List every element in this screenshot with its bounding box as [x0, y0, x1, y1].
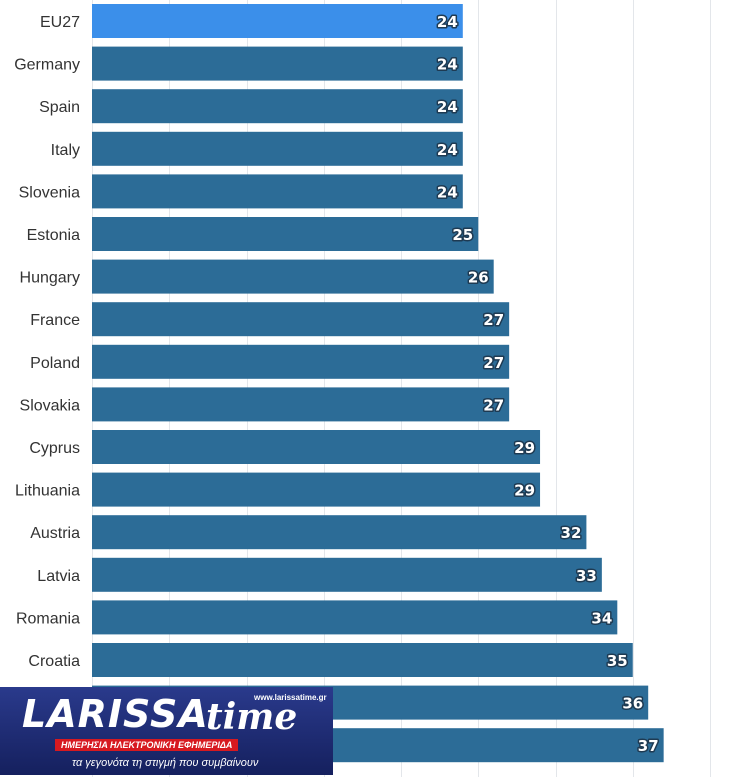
value-labels: 24 24 24 24 24 25 26 27 27 27 29 29 32 33 34 35 36 37	[435, 12, 660, 757]
value-label: 27	[483, 396, 504, 414]
value-label: 32	[561, 524, 582, 542]
logo-name-suffix: time	[206, 696, 298, 738]
category-label: Austria	[30, 525, 80, 542]
category-label: France	[30, 312, 80, 329]
logo-name: LARISSA	[22, 692, 209, 736]
bar	[92, 259, 494, 294]
bar	[92, 131, 463, 166]
bar	[92, 344, 510, 379]
bar	[92, 89, 463, 124]
bar	[92, 174, 463, 209]
value-label: 24	[437, 141, 458, 159]
category-labels: EU27 Germany Spain Italy Slovenia Estonia Hung…	[14, 14, 80, 670]
category-label: Slovenia	[19, 184, 80, 201]
bar	[92, 46, 463, 81]
value-label: 24	[437, 56, 458, 74]
category-label: EU27	[40, 14, 80, 31]
bar	[92, 387, 510, 422]
value-label: 29	[514, 439, 535, 457]
value-label: 35	[607, 652, 628, 670]
logo-strap: ΗΜΕΡΗΣΙΑ ΗΛΕΚΤΡΟΝΙΚΗ ΕΦΗΜΕΡΙΔΑ	[55, 739, 239, 751]
bar	[92, 600, 618, 635]
bar	[92, 4, 463, 38]
category-label: Spain	[39, 99, 80, 116]
category-label: Estonia	[27, 227, 80, 244]
bar	[92, 217, 479, 251]
value-label: 36	[622, 695, 643, 713]
category-label: Romania	[16, 610, 80, 627]
bar	[92, 430, 541, 464]
value-label: 33	[576, 567, 597, 585]
category-label: Italy	[51, 142, 80, 159]
category-label: Slovakia	[20, 397, 81, 414]
category-label: Hungary	[20, 270, 80, 287]
category-label: Germany	[14, 57, 80, 74]
value-label: 27	[483, 311, 504, 329]
bar	[92, 515, 587, 550]
category-label: Lithuania	[15, 483, 80, 500]
larissatime-logo: LARISSA time www.larissatime.gr ΗΜΕΡΗΣΙΑ…	[0, 687, 333, 775]
value-label: 37	[638, 737, 659, 755]
bars	[92, 4, 664, 763]
category-label: Poland	[30, 355, 80, 372]
category-label: Latvia	[37, 568, 80, 585]
bar	[92, 472, 541, 507]
value-label: 26	[468, 269, 489, 287]
value-label: 24	[437, 98, 458, 116]
value-label: 24	[437, 13, 458, 31]
value-label: 34	[591, 609, 612, 627]
category-label: Cyprus	[29, 440, 80, 457]
value-label: 29	[514, 482, 535, 500]
bar	[92, 557, 602, 592]
bar	[92, 643, 633, 677]
logo-tagline: τα γεγονότα τη στιγμή που συμβαίνουν	[72, 757, 259, 769]
logo-url: www.larissatime.gr	[254, 693, 327, 702]
value-label: 24	[437, 183, 458, 201]
bar	[92, 302, 510, 337]
category-label: Croatia	[28, 653, 80, 670]
value-label: 27	[483, 354, 504, 372]
value-label: 25	[452, 226, 473, 244]
